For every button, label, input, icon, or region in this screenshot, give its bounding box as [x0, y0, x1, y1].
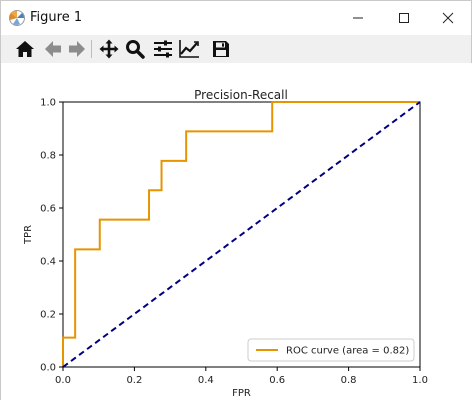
close-icon: [442, 12, 454, 24]
configure-subplots-button[interactable]: [151, 37, 175, 61]
edit-axis-button[interactable]: [177, 37, 201, 61]
chart-title: Precision-Recall: [194, 88, 288, 102]
y-tick-label: 0.8: [40, 151, 56, 162]
y-tick-label: 0.0: [40, 363, 56, 374]
x-tick-label: 0.8: [341, 375, 357, 386]
save-button[interactable]: [209, 37, 233, 61]
legend: ROC curve (area = 0.82): [247, 338, 415, 362]
series-layer: [62, 101, 421, 368]
zoom-icon: [126, 40, 145, 59]
y-tick-label: 0.6: [40, 204, 56, 215]
configure-subplots-icon: [154, 40, 172, 58]
x-tick-label: 1.0: [412, 375, 428, 386]
matplotlib-app-icon: [9, 10, 25, 26]
back-arrow-icon: [45, 41, 61, 57]
chance-diagonal-line: [62, 101, 421, 368]
x-axis-ticks: 0.0 0.2 0.4 0.6 0.8 1.0: [55, 367, 428, 386]
y-tick-label: 0.4: [40, 257, 56, 268]
legend-label: ROC curve (area = 0.82): [286, 346, 409, 357]
y-tick-label: 0.2: [40, 310, 56, 321]
y-tick-label: 1.0: [40, 98, 56, 109]
y-axis-label: TPR: [23, 225, 34, 245]
x-tick-label: 0.4: [198, 375, 214, 386]
axes-frame: [62, 101, 421, 368]
minimize-button[interactable]: [335, 1, 381, 35]
edit-axis-icon: [179, 40, 199, 58]
roc-plot: Precision-Recall 0.0 0.2 0.4 0.6 0.8 1.0 0.00…: [23, 88, 428, 399]
home-icon: [16, 41, 34, 57]
minimize-icon: [353, 17, 363, 19]
toolbar-separator: [91, 40, 92, 58]
back-button[interactable]: [41, 37, 65, 61]
window-title: Figure 1: [30, 10, 83, 25]
save-icon: [213, 41, 229, 57]
maximize-icon: [399, 13, 409, 23]
legend-box: [247, 338, 415, 362]
x-axis-label: FPR: [232, 388, 251, 399]
forward-button[interactable]: [65, 37, 89, 61]
pan-button[interactable]: [97, 37, 121, 61]
x-tick-label: 0.2: [126, 375, 142, 386]
close-button[interactable]: [425, 1, 471, 35]
title-bar: Figure 1: [1, 1, 471, 35]
figure-canvas[interactable]: Precision-Recall 0.0 0.2 0.4 0.6 0.8 1.0 0.0 0…: [1, 63, 473, 401]
x-tick-label: 0.0: [55, 375, 71, 386]
maximize-button[interactable]: [381, 1, 427, 35]
forward-arrow-icon: [69, 41, 85, 57]
pan-icon: [99, 39, 119, 59]
zoom-button[interactable]: [123, 37, 147, 61]
x-tick-label: 0.6: [269, 375, 285, 386]
home-button[interactable]: [13, 37, 37, 61]
navigation-toolbar: [1, 35, 471, 64]
y-axis-ticks: 0.0 0.2 0.4 0.6 0.8 1.0: [40, 98, 63, 374]
plot-area: 0.0 0.2 0.4 0.6 0.8 1.0 0.0 0.2 0.4 0.6 0.8 1.0 RO…: [40, 98, 428, 387]
roc-curve-line: [62, 101, 420, 367]
